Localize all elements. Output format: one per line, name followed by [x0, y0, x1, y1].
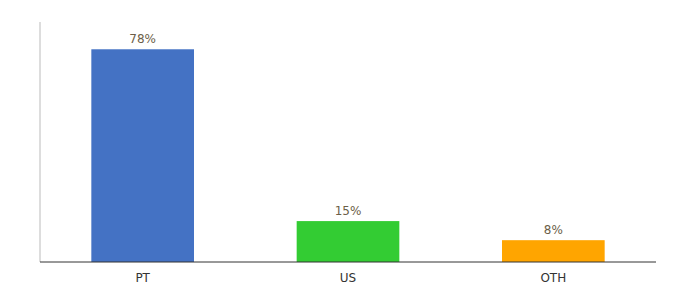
bar: [297, 221, 400, 262]
x-tick-label: OTH: [540, 271, 566, 285]
data-label: 78%: [129, 32, 156, 46]
chart-svg: 78% 15% 8% PT US OTH: [0, 0, 680, 300]
x-axis-line: [40, 262, 656, 263]
x-tick-label: US: [340, 271, 356, 285]
y-axis-line: [40, 22, 41, 262]
bar: [502, 240, 605, 262]
data-label: 15%: [335, 204, 362, 218]
chart-container: 78% 15% 8% PT US OTH: [0, 0, 680, 300]
data-label: 8%: [544, 223, 563, 237]
bars: [91, 49, 604, 262]
x-tick-label: PT: [135, 271, 150, 285]
bar: [91, 49, 194, 262]
